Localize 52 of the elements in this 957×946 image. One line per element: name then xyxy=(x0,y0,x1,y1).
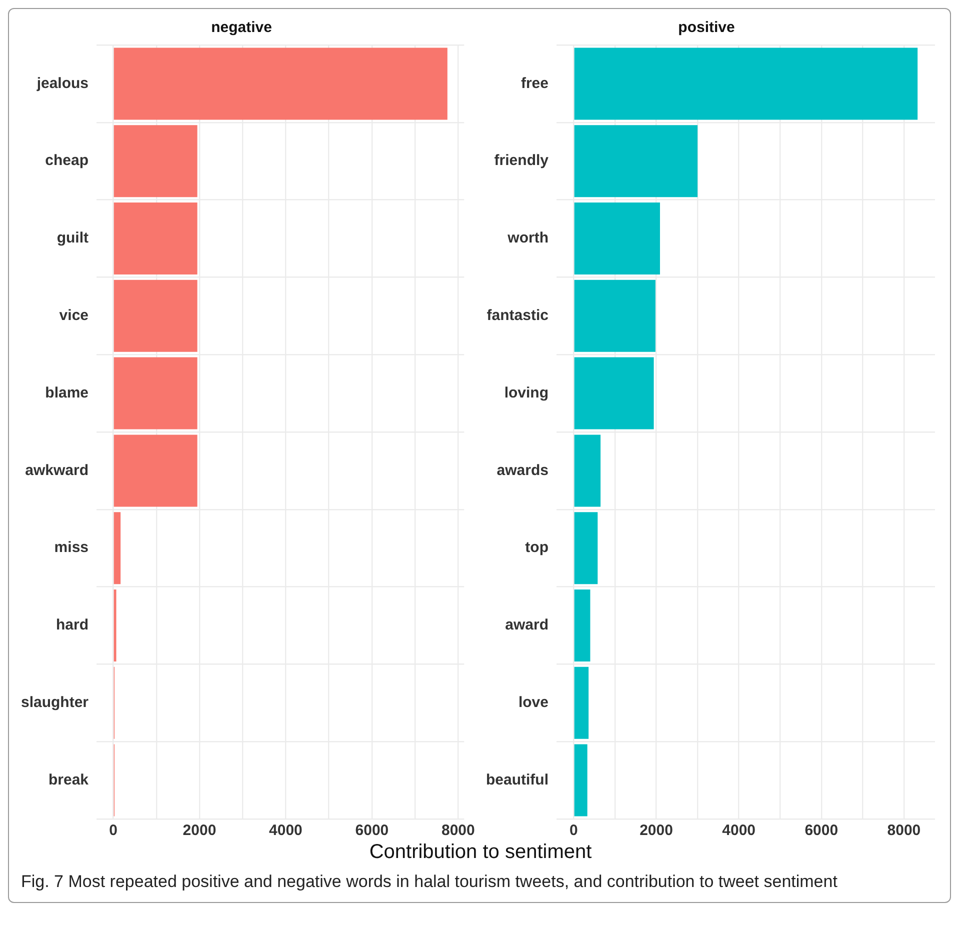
bar xyxy=(574,202,660,274)
bar xyxy=(114,590,116,662)
bar xyxy=(574,666,589,739)
x-tick-label: 6000 xyxy=(804,822,838,840)
bar xyxy=(574,280,656,352)
y-tick-label: awkward xyxy=(25,462,89,479)
x-tick-label: 0 xyxy=(109,822,118,840)
y-tick-label: jealous xyxy=(36,74,89,92)
x-tick-label: 2000 xyxy=(640,822,673,840)
bar xyxy=(574,48,918,120)
y-tick-label: hard xyxy=(56,616,89,634)
bar xyxy=(114,125,198,198)
y-tick-label: vice xyxy=(59,307,89,324)
bar xyxy=(574,590,590,662)
bar xyxy=(114,48,448,120)
y-tick-label: break xyxy=(48,771,90,788)
y-tick-label: worth xyxy=(506,230,548,247)
y-tick-label: miss xyxy=(54,539,89,556)
x-tick-label: 8000 xyxy=(442,822,475,840)
bar xyxy=(114,357,198,430)
bar xyxy=(574,125,698,198)
caption: Fig. 7 Most repeated positive and negative words in halal tourism tweets, and contribution to tweet sentiment xyxy=(20,871,838,893)
bar xyxy=(114,434,198,507)
x-axis-title: Contribution to sentiment xyxy=(368,841,593,864)
bar xyxy=(114,512,121,584)
x-tick-label: 4000 xyxy=(269,822,302,840)
bar xyxy=(574,512,598,584)
y-tick-label: beautiful xyxy=(486,771,548,788)
bar xyxy=(574,434,601,507)
y-tick-label: friendly xyxy=(494,152,550,170)
y-tick-label: free xyxy=(520,74,548,92)
y-tick-label: cheap xyxy=(45,152,89,170)
y-tick-label: top xyxy=(525,539,548,556)
y-tick-label: award xyxy=(505,616,548,634)
x-tick-label: 6000 xyxy=(355,822,389,840)
x-tick-label: 4000 xyxy=(722,822,756,840)
y-tick-label: guilt xyxy=(56,230,89,247)
y-tick-label: blame xyxy=(45,384,89,402)
chart-title: positive xyxy=(678,19,735,36)
bar xyxy=(114,202,198,274)
y-tick-label: awards xyxy=(496,462,548,479)
x-tick-label: 0 xyxy=(570,822,578,840)
y-tick-label: loving xyxy=(504,384,548,402)
y-tick-label: love xyxy=(518,694,548,712)
bar xyxy=(114,280,198,352)
y-tick-label: fantastic xyxy=(486,307,548,324)
chart-title: negative xyxy=(211,19,272,36)
x-tick-label: 8000 xyxy=(887,822,921,840)
y-tick-label: slaughter xyxy=(21,694,89,712)
bar xyxy=(574,357,654,430)
bar xyxy=(574,744,588,816)
x-tick-label: 2000 xyxy=(182,822,216,840)
